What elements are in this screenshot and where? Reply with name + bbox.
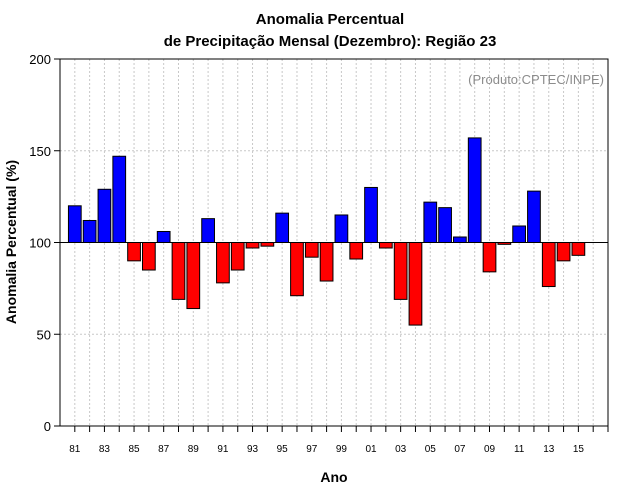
x-tick-label: 13 [543, 444, 555, 455]
bar [319, 242, 334, 282]
bar [304, 242, 319, 258]
chart-title-line1: Anomalia Percentual [256, 11, 404, 28]
bar [290, 242, 304, 297]
x-tick-label: 83 [99, 444, 111, 455]
bar [82, 219, 97, 243]
bar [171, 242, 186, 300]
bar [571, 242, 586, 256]
x-tick-label: 01 [365, 444, 377, 455]
x-tick-label: 93 [247, 444, 259, 455]
y-tick-label: 200 [29, 52, 51, 67]
bar [364, 186, 378, 243]
plot-area-frame [59, 58, 609, 427]
bar [556, 242, 571, 262]
bar [216, 242, 230, 284]
bar [127, 242, 141, 262]
bar [423, 201, 438, 244]
bar [467, 137, 482, 243]
bar [438, 207, 452, 243]
bar [408, 242, 423, 326]
x-tick-label: 85 [128, 444, 140, 455]
x-tick-label: 07 [454, 444, 466, 455]
x-tick-label: 99 [336, 444, 348, 455]
bar [527, 190, 541, 243]
y-tick-label: 50 [37, 327, 51, 342]
chart-title-line2: de Precipitação Mensal (Dezembro): Regiã… [164, 33, 497, 50]
y-axis-label: Anomalia Percentual (%) [3, 160, 19, 324]
bar [378, 242, 393, 249]
bar [156, 230, 171, 244]
y-tick-label: 100 [29, 236, 51, 251]
bar [245, 242, 260, 249]
bar [201, 218, 215, 244]
x-tick-label: 97 [306, 444, 318, 455]
x-tick-label: 95 [277, 444, 289, 455]
bar [260, 242, 275, 247]
x-tick-label: 15 [573, 444, 585, 455]
x-tick-label: 05 [425, 444, 437, 455]
x-tick-label: 03 [395, 444, 407, 455]
x-tick-label: 09 [484, 444, 496, 455]
bar [334, 214, 349, 244]
x-axis-label: Ano [320, 469, 347, 485]
bar [275, 212, 290, 243]
bar [141, 242, 156, 271]
bar [393, 242, 408, 300]
y-tick-label: 150 [29, 144, 51, 159]
bar [67, 205, 82, 244]
bar [112, 155, 127, 244]
x-tick-label: 87 [158, 444, 170, 455]
bar [349, 242, 364, 260]
x-tick-label: 91 [217, 444, 229, 455]
y-tick-label: 0 [44, 419, 51, 434]
bar [186, 242, 201, 310]
credit-text: (Produto:CPTEC/INPE) [468, 72, 604, 87]
x-tick-label: 81 [69, 444, 81, 455]
bars [67, 137, 586, 326]
bar [482, 242, 497, 273]
bar [230, 242, 245, 271]
grid [60, 58, 609, 427]
bar [541, 242, 556, 288]
x-tick-label: 89 [188, 444, 200, 455]
x-tick-label: 11 [514, 444, 525, 455]
bar [512, 225, 527, 243]
bar [453, 236, 467, 243]
bar [97, 188, 112, 244]
ticks: 0 50 100 150 200 81 83 85 87 89 91 93 95 97 99 01 03 05 07… [29, 52, 609, 455]
